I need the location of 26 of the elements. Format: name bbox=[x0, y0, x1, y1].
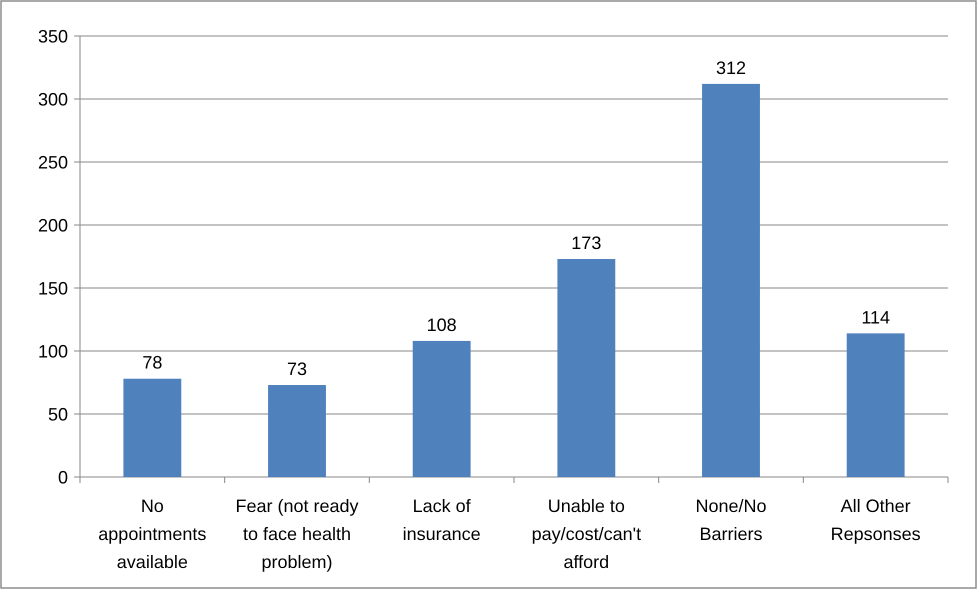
bar bbox=[412, 340, 471, 477]
data-label: 108 bbox=[426, 314, 457, 335]
y-tick-label: 100 bbox=[38, 341, 68, 362]
y-tick-label: 300 bbox=[38, 89, 68, 110]
data-label: 173 bbox=[571, 233, 602, 254]
bar bbox=[268, 385, 326, 477]
x-tick-label: Fear (not ready to face health problem) bbox=[235, 496, 359, 572]
y-tick-label: 200 bbox=[38, 215, 68, 236]
data-label: 312 bbox=[716, 58, 746, 78]
bar bbox=[846, 333, 905, 477]
y-tick-label: 50 bbox=[48, 404, 68, 424]
x-tick-label: Lack of insurance bbox=[402, 496, 481, 544]
bar bbox=[123, 378, 182, 477]
y-tick-label: 150 bbox=[38, 278, 68, 298]
y-tick-label: 0 bbox=[58, 467, 68, 488]
y-tick-label: 250 bbox=[38, 152, 68, 172]
x-tick-label: All Other Repsonses bbox=[830, 496, 921, 544]
y-tick-label: 350 bbox=[38, 26, 68, 46]
bar bbox=[557, 259, 616, 477]
x-tick-label: None/No Barriers bbox=[695, 496, 767, 544]
data-label: 73 bbox=[286, 359, 308, 380]
bar bbox=[702, 84, 760, 477]
data-label: 114 bbox=[861, 307, 890, 328]
data-label: 78 bbox=[142, 352, 162, 373]
x-tick-label: No appointments available bbox=[98, 496, 206, 572]
x-tick-label: Unable to pay/cost/can't afford bbox=[532, 496, 642, 572]
